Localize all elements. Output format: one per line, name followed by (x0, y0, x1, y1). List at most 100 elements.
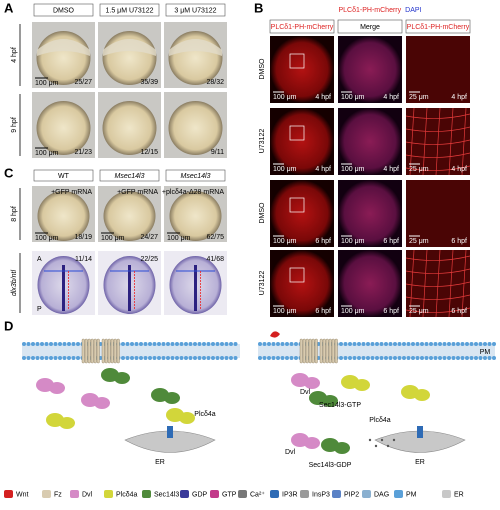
column-header: 3 μM U73122 (174, 7, 216, 14)
count: 22/25 (140, 256, 158, 263)
calcium (374, 444, 378, 448)
yolk-shade (37, 39, 90, 56)
row-label: 9 hpf (11, 117, 18, 133)
lipid-head (188, 342, 193, 346)
lipid-head (478, 342, 483, 346)
lipid-head (379, 342, 384, 346)
lipid-head (343, 342, 348, 346)
header-box (165, 3, 226, 17)
lipid-head (433, 342, 438, 346)
lipid-head (271, 356, 276, 360)
scale-bar-label: 100 μm (341, 308, 365, 315)
lipid-head (233, 342, 238, 346)
lipid-head (215, 356, 220, 360)
title-part: PLCδ1-PH-mCherry (339, 7, 402, 14)
scale-bar-label: 100 μm (167, 235, 191, 242)
column-header: Msec14l3 (115, 173, 145, 180)
plcd4a (354, 379, 370, 391)
legend-icon (104, 490, 113, 498)
membrane-core (22, 344, 240, 358)
lipid-head (44, 356, 49, 360)
lipid-head (438, 356, 442, 360)
time-label: 6 hpf (315, 238, 331, 245)
lipid-head (267, 356, 271, 360)
ip3r (417, 426, 423, 438)
lipid-head (402, 342, 406, 346)
cell-outline (405, 249, 471, 318)
lipid-head (433, 356, 438, 360)
axis-label: P (37, 306, 42, 313)
calcium (380, 438, 384, 442)
lipid-head (125, 342, 130, 346)
count: 62/75 (206, 234, 224, 241)
count: 35/39 (140, 79, 158, 86)
lipid-head (35, 342, 40, 346)
count: 21/23 (74, 149, 92, 156)
time-label: 6 hpf (383, 238, 399, 245)
sec14l3 (322, 395, 338, 407)
fz-helix (299, 338, 303, 364)
column-header: Msec14l3 (181, 173, 211, 180)
fz-helix (87, 338, 91, 364)
panel-title: PLCδ1-PH-mCherry DAPI (339, 7, 422, 14)
cell-outline (405, 249, 471, 318)
fz-helix (107, 338, 111, 364)
lipid-head (483, 356, 487, 360)
fz-helix (302, 338, 306, 364)
lipid-head (465, 356, 469, 360)
membrane-core (258, 344, 495, 358)
cell-outline (405, 107, 471, 176)
legend-label: PIP2 (344, 491, 359, 498)
fz-helix (311, 338, 315, 364)
count: 25/27 (74, 79, 92, 86)
lipid-head (53, 356, 58, 360)
lipid-head (215, 342, 220, 346)
scale-bar-label: 100 μm (273, 166, 297, 173)
panel-label: D (4, 318, 13, 333)
fz-helix (84, 338, 88, 364)
lipid-head (161, 342, 166, 346)
row-label: DMSO (259, 202, 266, 224)
legend-label: PM (406, 491, 417, 498)
time-label: 4 hpf (315, 94, 331, 101)
fz-helix (81, 338, 85, 364)
lipid-head (71, 356, 76, 360)
diagram-label: Dvl (300, 389, 311, 396)
lipid-head (397, 342, 402, 346)
lipid-head (175, 342, 179, 346)
lipid-head (465, 342, 469, 346)
lipid-head (262, 356, 267, 360)
calcium (386, 444, 390, 448)
lipid-head (469, 356, 474, 360)
legend-icon (362, 490, 371, 498)
lipid-head (420, 356, 424, 360)
lipid-head (229, 356, 233, 360)
yolk-shade (103, 39, 156, 56)
column-header: DMSO (53, 7, 75, 14)
lipid-head (352, 342, 357, 346)
lipid-head (22, 342, 26, 346)
lipid-head (193, 342, 197, 346)
lipid-head (487, 356, 492, 360)
wnt (270, 331, 280, 338)
column-header: PLCδ1-PH-mCherry (271, 24, 334, 31)
scale-bar-label: 100 μm (273, 308, 297, 315)
header-box (33, 3, 94, 17)
legend-label: Plcδ4a (116, 491, 138, 498)
fz-helix (305, 338, 309, 364)
sec14l3 (114, 372, 130, 384)
header-box (165, 169, 226, 182)
lipid-head (402, 356, 406, 360)
lipid-head (40, 342, 44, 346)
legend-icon (142, 490, 151, 498)
header-box (99, 169, 160, 182)
injection-label: +GFP mRNA (51, 189, 92, 196)
fz-helix (93, 338, 97, 364)
injection-label: +plcδ4a-Δ28 mRNA (162, 189, 224, 196)
lipid-head (388, 342, 393, 346)
fz-helix (308, 338, 312, 364)
legend-icon (4, 490, 13, 498)
count: 11/14 (75, 256, 92, 263)
legend-icon (180, 490, 189, 498)
lipid-head (22, 356, 26, 360)
